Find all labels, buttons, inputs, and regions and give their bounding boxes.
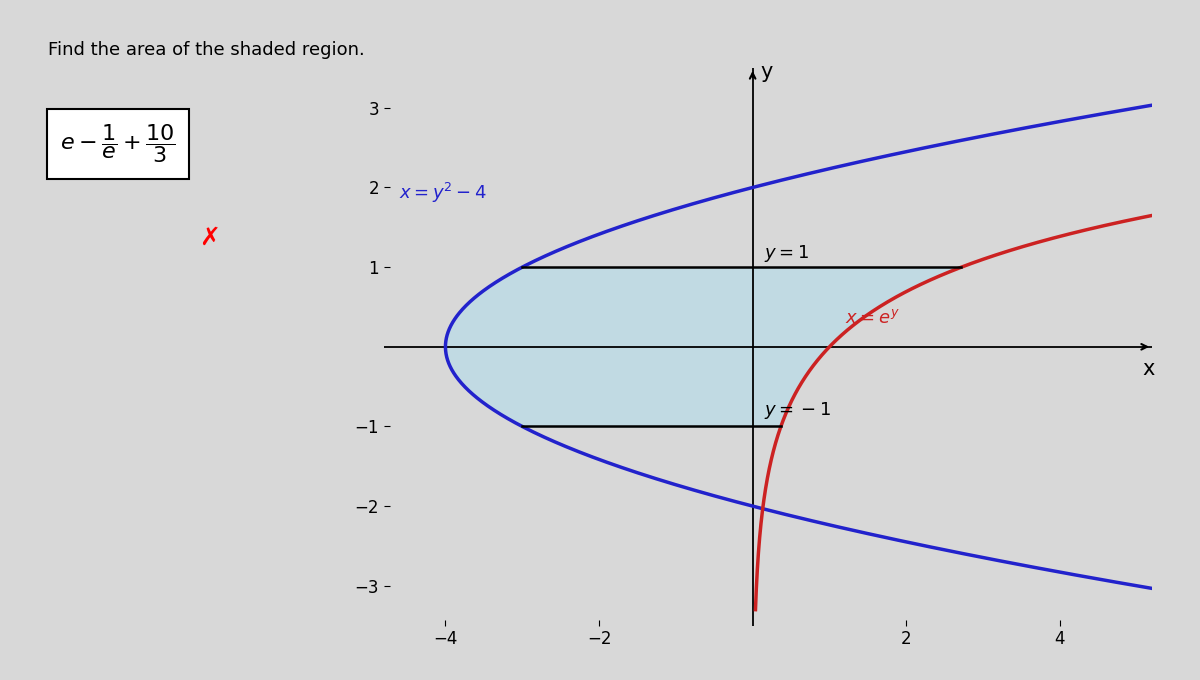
Text: $y = -1$: $y = -1$ <box>764 400 832 420</box>
Text: $y = 1$: $y = 1$ <box>764 243 809 264</box>
Text: $e - \dfrac{1}{e} + \dfrac{10}{3}$: $e - \dfrac{1}{e} + \dfrac{10}{3}$ <box>60 122 175 165</box>
Text: $x = e^y$: $x = e^y$ <box>845 309 900 327</box>
Text: y: y <box>761 62 773 82</box>
Text: $x = y^2 - 4$: $x = y^2 - 4$ <box>400 182 487 205</box>
Text: Find the area of the shaded region.: Find the area of the shaded region. <box>48 41 365 58</box>
Text: ✗: ✗ <box>199 226 221 250</box>
Text: x: x <box>1142 359 1154 379</box>
